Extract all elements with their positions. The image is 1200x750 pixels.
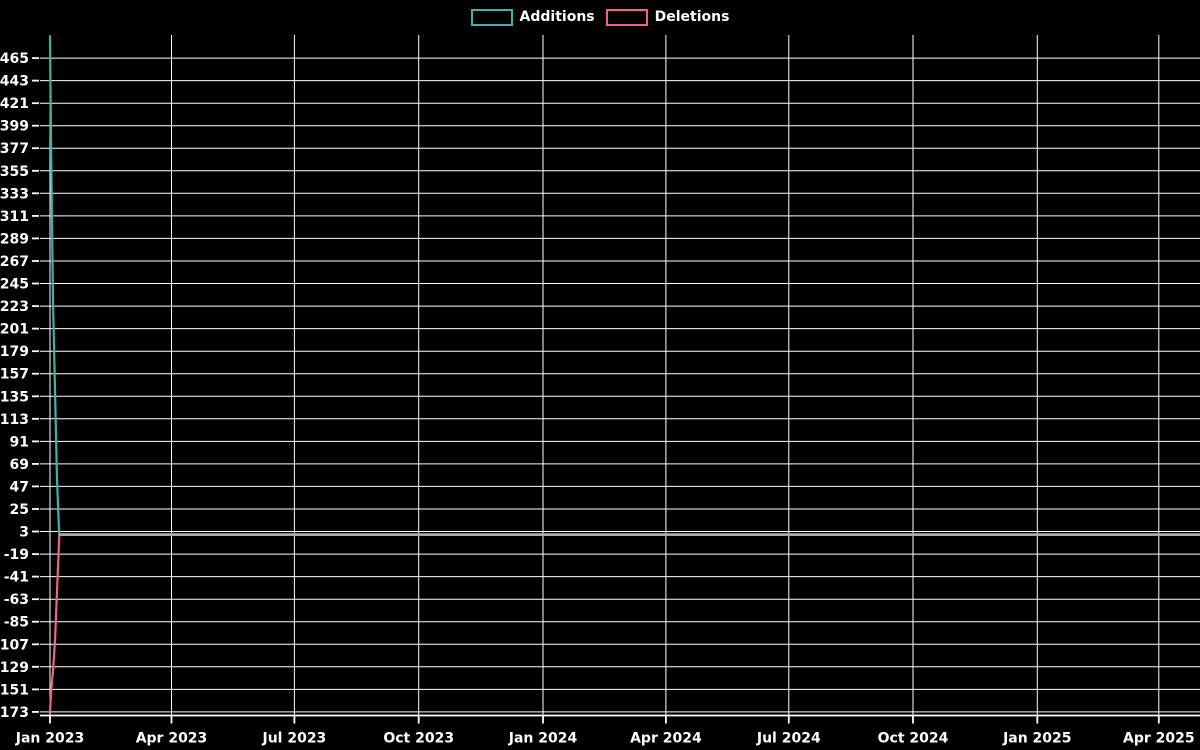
y-tick-label: 421 <box>0 96 29 112</box>
x-tick-label: Apr 2024 <box>630 731 702 747</box>
y-tick-label: 245 <box>0 277 29 293</box>
y-tick-label: 223 <box>0 299 29 315</box>
x-tick-label: Jan 2025 <box>1002 731 1071 747</box>
y-tick-label: 355 <box>0 164 29 180</box>
y-tick-label: 399 <box>0 119 29 135</box>
y-tick-label: 25 <box>10 502 29 518</box>
y-tick-label: 113 <box>0 412 29 428</box>
y-tick-label: 135 <box>0 389 29 405</box>
y-tick-label: 91 <box>10 434 29 450</box>
y-tick-label: 3 <box>19 525 29 541</box>
y-tick-label: 69 <box>10 457 29 473</box>
series-line-deletions <box>48 533 1200 712</box>
x-tick-label: Oct 2023 <box>383 731 454 747</box>
y-tick-label: -41 <box>4 570 29 586</box>
x-tick-label: Apr 2023 <box>136 731 208 747</box>
y-tick-label: 333 <box>0 186 29 202</box>
y-tick-label: 443 <box>0 74 29 90</box>
series-line-additions <box>48 36 1200 536</box>
y-tick-label: 289 <box>0 231 29 247</box>
x-tick-label: Jan 2024 <box>508 731 578 747</box>
y-tick-label: 267 <box>0 254 29 270</box>
y-tick-label: 157 <box>0 367 29 383</box>
y-tick-label: 47 <box>10 479 29 495</box>
y-tick-label: 179 <box>0 344 29 360</box>
y-tick-label: -19 <box>4 547 29 563</box>
x-tick-label: Jul 2023 <box>261 731 326 747</box>
x-tick-label: Apr 2025 <box>1123 731 1195 747</box>
y-tick-label: -107 <box>0 637 29 653</box>
y-tick-label: -173 <box>0 705 29 721</box>
y-tick-label: -85 <box>4 615 29 631</box>
y-tick-label: 465 <box>0 51 29 67</box>
y-tick-label: -151 <box>0 682 29 698</box>
x-tick-label: Jul 2024 <box>756 731 821 747</box>
y-tick-label: -63 <box>4 592 29 608</box>
x-tick-label: Jan 2023 <box>15 731 84 747</box>
y-tick-label: 201 <box>0 322 29 338</box>
y-tick-label: 311 <box>0 209 29 225</box>
y-tick-label: 377 <box>0 141 29 157</box>
y-tick-label: -129 <box>0 660 29 676</box>
x-tick-label: Oct 2024 <box>878 731 949 747</box>
